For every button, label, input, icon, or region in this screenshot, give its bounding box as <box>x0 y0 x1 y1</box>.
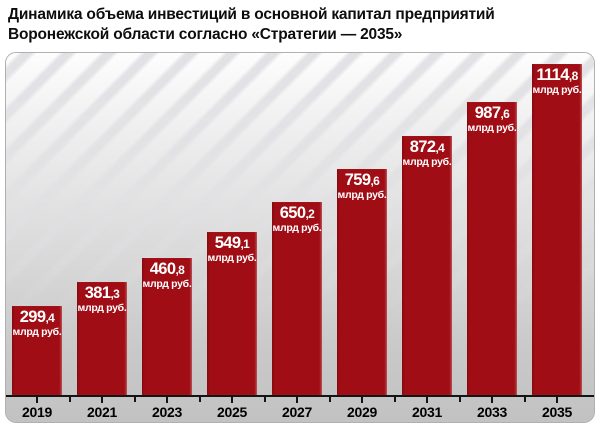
bar-unit-label: млрд руб. <box>12 326 62 339</box>
axis-tick-cell <box>272 397 331 403</box>
bar-value-label: 987,6 млрд руб. <box>467 105 517 134</box>
bar-2019: 299,4 млрд руб. <box>12 306 62 395</box>
axis-year-label: 2027 <box>282 404 312 420</box>
axis-tick <box>296 397 298 403</box>
bar-2029: 759,6 млрд руб. <box>337 169 387 395</box>
axis-tick <box>361 397 363 403</box>
bar-value-decimal: ,2 <box>305 207 315 221</box>
bar-unit-label: млрд руб. <box>272 222 322 235</box>
axis-tick <box>231 397 233 403</box>
bar-value-decimal: ,6 <box>370 174 380 188</box>
axis-tick-cell <box>402 397 461 403</box>
bar-value-label: 549,1 млрд руб. <box>207 235 257 264</box>
axis-year-label: 2031 <box>412 404 442 420</box>
axis-tick-cell <box>467 397 526 403</box>
bar-value-number: 650,2 <box>279 204 315 222</box>
bar-value-label: 872,4 млрд руб. <box>402 139 452 168</box>
bar-value-number: 549,1 <box>214 234 250 252</box>
bar-value-label: 650,2 млрд руб. <box>272 205 322 234</box>
axis-year-label: 2021 <box>87 404 117 420</box>
bar-value-decimal: ,8 <box>175 263 185 277</box>
axis-year-label: 2033 <box>477 404 507 420</box>
bar-value-decimal: ,1 <box>240 237 250 251</box>
bar-unit-label: млрд руб. <box>402 156 452 169</box>
axis-tick <box>556 397 558 403</box>
chart-title-line2: Воронежской области согласно «Стратегии … <box>8 25 403 43</box>
bar-value-decimal: ,8 <box>568 69 578 83</box>
axis-tick <box>101 397 103 403</box>
bar-value-number: 460,8 <box>149 260 185 278</box>
bar-2035: 1114,8 млрд руб. <box>532 64 582 395</box>
axis-tick-cell <box>77 397 136 403</box>
bar-value-number: 759,6 <box>344 171 380 189</box>
chart-title-line1: Динамика объема инвестиций в основной ка… <box>8 6 495 23</box>
bar-2021: 381,3 млрд руб. <box>77 282 127 395</box>
axis-tick <box>166 397 168 403</box>
bar-value-number: 987,6 <box>474 104 510 122</box>
axis-tick <box>36 397 38 403</box>
bar-value-decimal: ,3 <box>110 287 120 301</box>
bars-row: 299,4 млрд руб. 381,3 млрд руб. 460,8 млрд ру… <box>6 53 594 395</box>
bar-2023: 460,8 млрд руб. <box>142 258 192 395</box>
bar-2027: 650,2 млрд руб. <box>272 202 322 395</box>
axis-year-label: 2029 <box>347 404 377 420</box>
bar-2033: 987,6 млрд руб. <box>467 102 517 395</box>
bar-value-label: 759,6 млрд руб. <box>337 172 387 201</box>
axis-tick-cell <box>337 397 396 403</box>
axis-years-row: 2019 2021 2023 2025 2027 2029 2031 2033 2035 <box>6 403 594 420</box>
axis-tick-cell <box>12 397 71 403</box>
bar-value-label: 460,8 млрд руб. <box>142 261 192 290</box>
bar-2031: 872,4 млрд руб. <box>402 136 452 395</box>
bar-unit-label: млрд руб. <box>532 84 582 97</box>
bar-unit-label: млрд руб. <box>467 122 517 135</box>
axis-year-label: 2025 <box>217 404 247 420</box>
bar-value-number: 299,4 <box>19 308 55 326</box>
bar-value-decimal: ,4 <box>45 311 55 325</box>
axis-tick-cell <box>532 397 582 403</box>
bar-value-label: 1114,8 млрд руб. <box>532 67 582 96</box>
axis-year-label: 2023 <box>152 404 182 420</box>
bar-unit-label: млрд руб. <box>77 302 127 315</box>
bar-unit-label: млрд руб. <box>337 189 387 202</box>
bar-value-label: 299,4 млрд руб. <box>12 309 62 338</box>
chart-panel: 299,4 млрд руб. 381,3 млрд руб. 460,8 млрд ру… <box>5 52 595 423</box>
axis-tick-cell <box>142 397 201 403</box>
bar-value-label: 381,3 млрд руб. <box>77 285 127 314</box>
bar-value-number: 381,3 <box>84 284 120 302</box>
bar-value-number: 872,4 <box>409 138 445 156</box>
chart-title: Динамика объема инвестиций в основной ка… <box>8 5 592 45</box>
axis-ticks-row <box>6 397 594 403</box>
bar-value-decimal: ,4 <box>435 141 445 155</box>
axis-tick <box>426 397 428 403</box>
bar-value-decimal: ,6 <box>500 107 510 121</box>
axis-tick-cell <box>207 397 266 403</box>
bar-value-number: 1114,8 <box>536 66 578 84</box>
x-axis-line <box>6 395 594 397</box>
axis-tick <box>491 397 493 403</box>
axis-year-label: 2035 <box>542 404 572 420</box>
bar-unit-label: млрд руб. <box>142 278 192 291</box>
bar-unit-label: млрд руб. <box>207 252 257 265</box>
bar-2025: 549,1 млрд руб. <box>207 232 257 395</box>
axis-year-label: 2019 <box>22 404 52 420</box>
